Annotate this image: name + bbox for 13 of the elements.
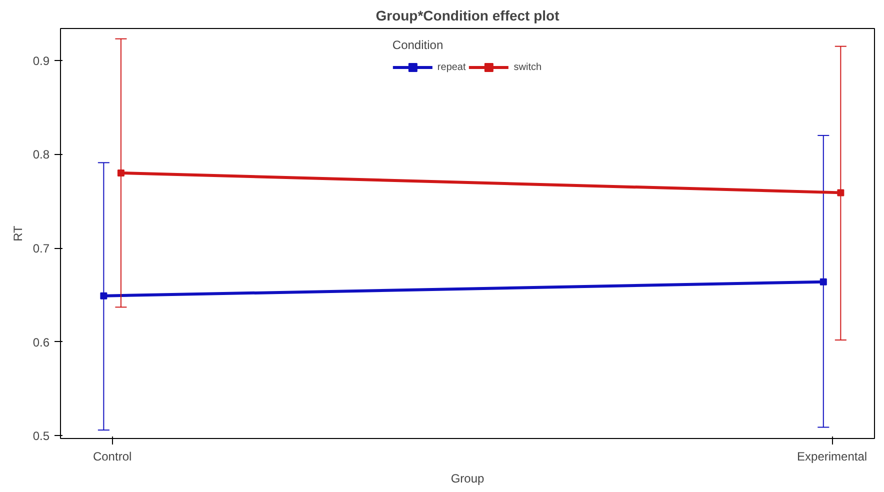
chart-title: Group*Condition effect plot	[376, 8, 560, 24]
x-tick-label: Control	[92, 450, 132, 464]
y-tick-label: 0.5	[32, 429, 50, 444]
y-axis-title: RT	[10, 224, 25, 242]
legend-title: Condition	[392, 38, 444, 52]
y-tick-label: 0.6	[32, 335, 50, 350]
x-axis-title: Group	[450, 472, 484, 486]
y-tick-label: 0.7	[32, 242, 50, 256]
legend-label: switch	[514, 62, 542, 72]
legend-label: repeat	[437, 62, 466, 72]
x-tick-label: Experimental	[797, 450, 868, 464]
y-tick-label: 0.9	[32, 54, 50, 68]
y-tick-label: 0.8	[32, 148, 50, 162]
